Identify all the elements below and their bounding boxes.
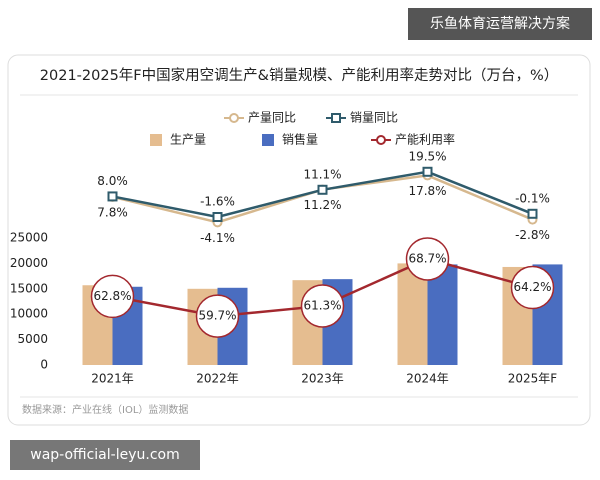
overlay-text: 乐鱼体育运营解决方案 xyxy=(430,15,570,32)
y-tick-label: 10000 xyxy=(10,307,48,321)
data-label: 64.2% xyxy=(513,280,551,294)
data-label: -4.1% xyxy=(200,231,235,245)
legend-label: 产量同比 xyxy=(248,111,296,125)
data-label: 19.5% xyxy=(408,149,446,163)
data-label: 8.0% xyxy=(97,174,128,188)
marker xyxy=(422,166,433,177)
y-tick-label: 5000 xyxy=(17,332,48,346)
y-tick-label: 15000 xyxy=(10,281,48,295)
x-tick-label: 2024年 xyxy=(406,372,449,386)
marker xyxy=(405,237,450,281)
legend-label: 销量同比 xyxy=(350,111,398,125)
data-label: 11.2% xyxy=(303,198,341,212)
marker xyxy=(317,184,328,195)
data-label: -2.8% xyxy=(515,228,550,242)
data-label: -0.1% xyxy=(515,191,550,205)
data-label: 59.7% xyxy=(198,309,236,323)
marker xyxy=(90,274,135,319)
y-tick-label: 20000 xyxy=(10,256,48,270)
marker xyxy=(510,265,555,310)
legend-swatch xyxy=(229,113,239,123)
marker xyxy=(527,208,538,219)
x-tick-label: 2021年 xyxy=(91,372,134,386)
marker xyxy=(195,294,240,338)
data-label: -1.6% xyxy=(200,195,235,209)
legend-label: 生产量 xyxy=(170,133,206,147)
y-tick-label: 0 xyxy=(40,358,48,372)
data-label: 7.8% xyxy=(97,205,128,219)
data-label: 62.8% xyxy=(93,289,131,303)
legend-label: 销售量 xyxy=(282,132,318,147)
data-label: 61.3% xyxy=(303,298,341,312)
legend-label: 产能利用率 xyxy=(395,132,455,147)
x-tick-label: 2023年 xyxy=(301,372,344,386)
overlay-text: wap-official-leyu.com xyxy=(30,447,179,463)
legend-swatch xyxy=(262,134,274,146)
x-tick-label: 2025年F xyxy=(508,372,558,386)
data-label: 68.7% xyxy=(408,251,446,265)
marker xyxy=(107,191,118,202)
x-tick-label: 2022年 xyxy=(196,372,239,386)
legend-swatch xyxy=(150,134,162,146)
data-label: 17.8% xyxy=(408,184,446,198)
marker xyxy=(212,212,223,222)
chart-title: 2021-2025年F中国家用空调生产&销量规模、产能利用率走势对比（万台，%） xyxy=(40,67,558,84)
card xyxy=(7,54,591,426)
source: 数据来源：产业在线（IOL）监测数据 xyxy=(22,403,188,416)
bar xyxy=(397,263,428,365)
overlay-box xyxy=(408,8,592,40)
y-tick-label: 25000 xyxy=(10,231,48,245)
overlay-box xyxy=(10,440,200,470)
data-label: 11.1% xyxy=(303,167,341,181)
legend-swatch xyxy=(376,135,386,145)
bar xyxy=(427,264,458,365)
marker xyxy=(300,284,345,328)
legend-swatch xyxy=(331,113,341,123)
